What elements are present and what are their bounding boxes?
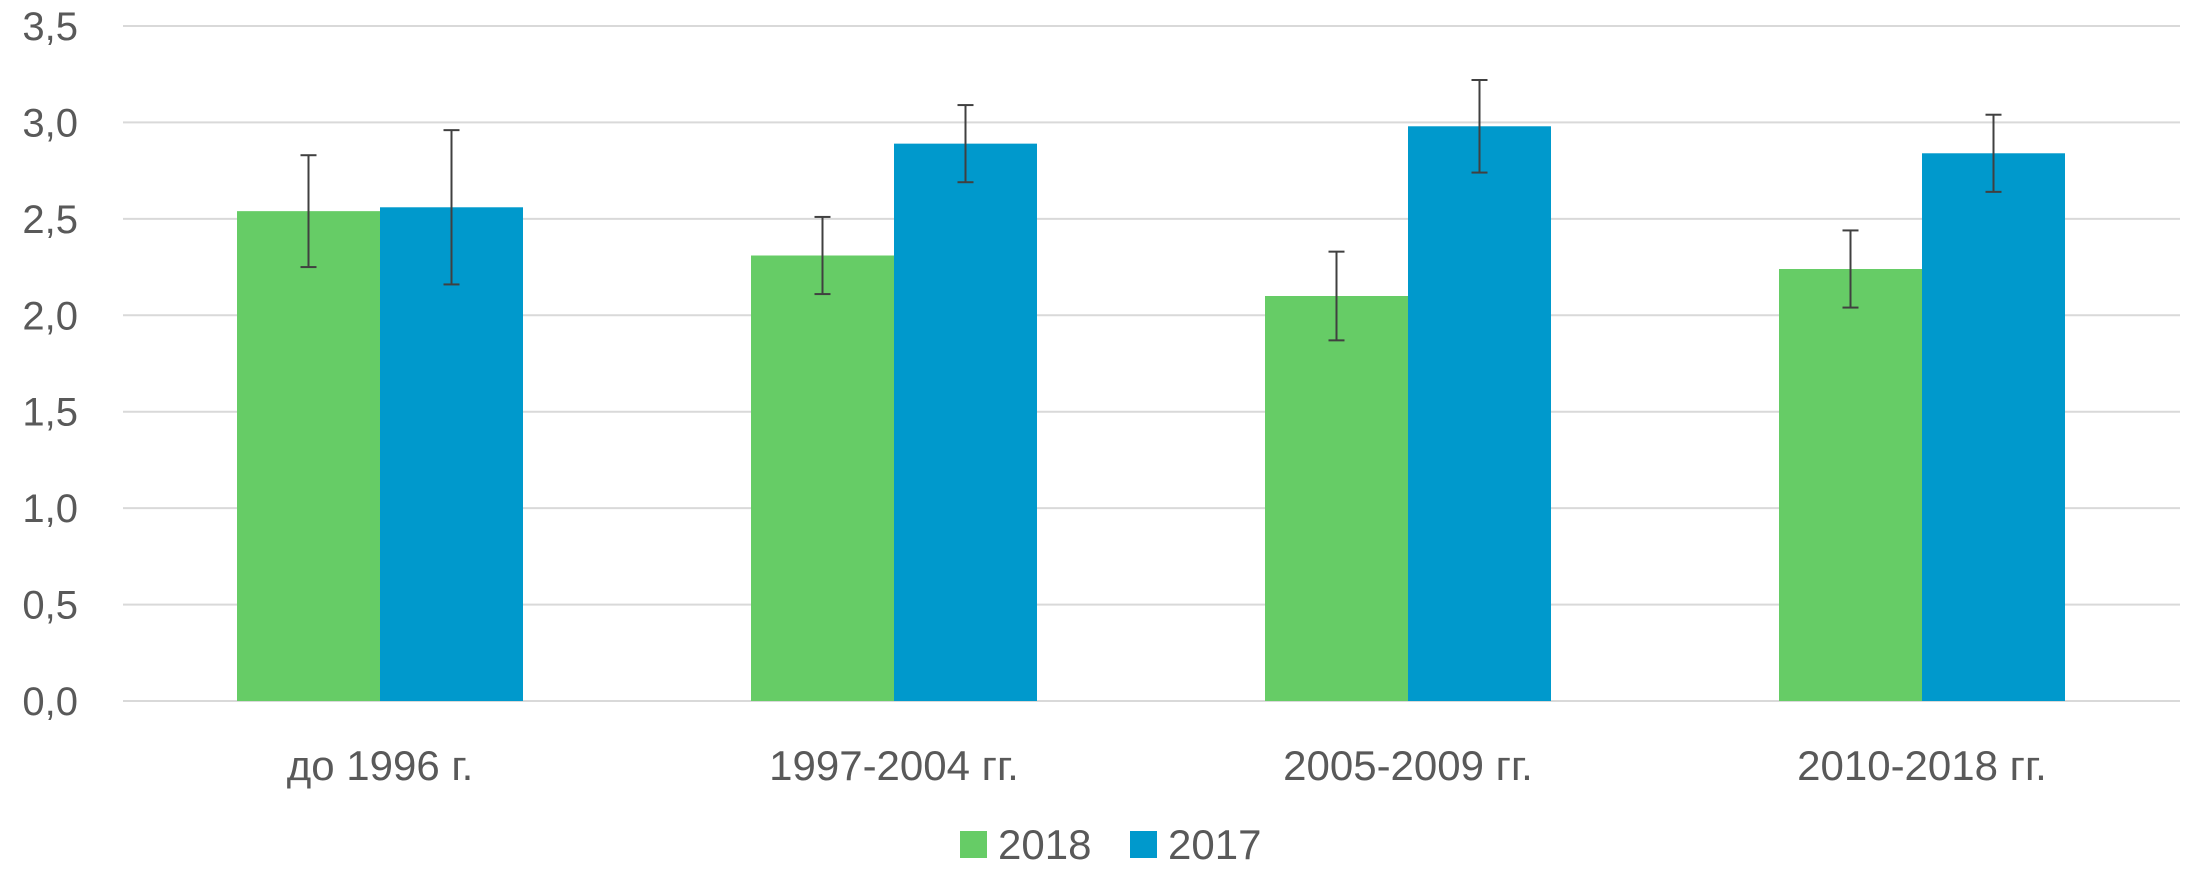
error-bar-2018-0 xyxy=(300,154,317,269)
x-tick-label: до 1996 г. xyxy=(287,742,474,789)
error-bar-2018-1 xyxy=(814,215,831,296)
legend-item-2018: 2018 xyxy=(960,821,1091,868)
bar-2017-0 xyxy=(380,207,523,702)
y-tick-label: 1,0 xyxy=(22,487,78,531)
legend-swatch xyxy=(960,831,987,858)
y-tick-label: 1,5 xyxy=(22,391,78,435)
error-bar-2018-3 xyxy=(1842,229,1859,309)
y-tick-label: 3,0 xyxy=(22,101,78,145)
bar-2017-3 xyxy=(1922,153,2065,702)
legend-item-2017: 2017 xyxy=(1130,821,1261,868)
bar-2017-1 xyxy=(894,143,1037,702)
error-bar-2017-0 xyxy=(443,129,460,286)
x-axis-ticks: до 1996 г. 1997-2004 гг. 2005-2009 гг. 2010… xyxy=(287,742,2047,789)
x-tick-label: 2005-2009 гг. xyxy=(1283,742,1533,789)
y-tick-label: 0,0 xyxy=(22,680,78,724)
legend-label: 2017 xyxy=(1168,821,1261,865)
legend-swatch xyxy=(1130,831,1157,858)
bar-2018-1 xyxy=(751,255,894,701)
bar-2018-2 xyxy=(1265,296,1408,701)
y-tick-label: 2,5 xyxy=(22,198,78,242)
error-bar-2017-2 xyxy=(1471,79,1488,174)
y-tick-label: 2,0 xyxy=(22,294,78,338)
error-bar-2017-1 xyxy=(957,104,974,184)
legend-label: 2018 xyxy=(998,821,1091,865)
error-bar-2018-2 xyxy=(1328,250,1345,342)
y-axis-ticks: 0,0 0,5 1,0 1,5 2,0 2,5 3,0 3,5 xyxy=(22,5,78,724)
bar-2018-0 xyxy=(237,211,380,701)
bars xyxy=(237,126,2065,702)
bar-2018-3 xyxy=(1779,269,1922,701)
y-tick-label: 3,5 xyxy=(22,5,78,49)
x-tick-label: 1997-2004 гг. xyxy=(769,742,1019,789)
x-tick-label: 2010-2018 гг. xyxy=(1797,742,2047,789)
error-bar-2017-3 xyxy=(1985,113,2002,193)
legend: 2018 2017 xyxy=(960,821,1261,868)
bar-2017-2 xyxy=(1408,126,1551,702)
y-tick-label: 0,5 xyxy=(22,584,78,628)
error-bars xyxy=(300,79,2002,342)
